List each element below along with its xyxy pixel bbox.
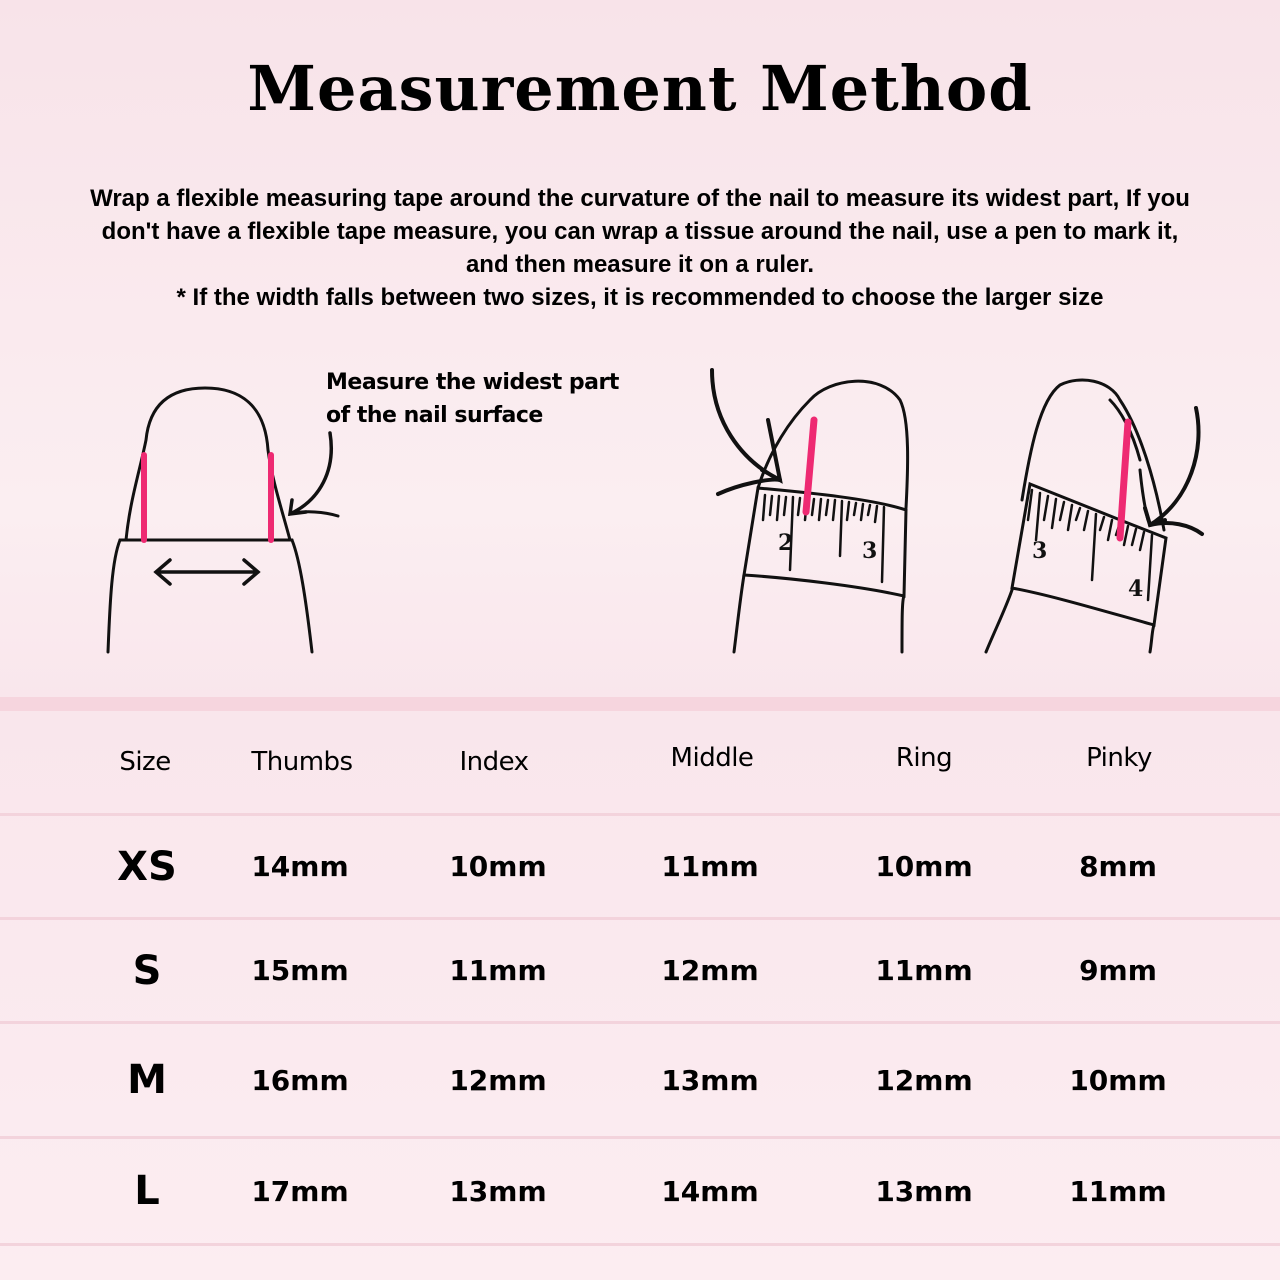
measurement-cell: 10mm [449,850,547,883]
header-size: Size [119,747,171,777]
ruler-number: 3 [1032,538,1047,564]
header-ring: Ring [895,743,953,773]
size-tip: * If the width falls between two sizes, … [176,284,1104,311]
instruction-line: and then measure it on a ruler. [465,251,815,278]
size-chart-table: Size Thumbs Index Middle Ring Pinky XS 14… [0,711,1280,1246]
measurement-cell: 11mm [1069,1174,1167,1208]
measurement-cell: 14mm [251,850,349,883]
measurement-cell: 9mm [1079,954,1157,987]
measurement-cell: 12mm [449,1063,547,1097]
divider-band [0,697,1280,711]
table-header-row: Size Thumbs Index Middle Ring Pinky [0,711,1280,816]
measurement-cell: 11mm [661,850,759,883]
measurement-cell: 14mm [661,1174,759,1208]
instruction-line: Wrap a flexible measuring tape around th… [90,185,1190,212]
measurement-cell: 8mm [1079,850,1157,883]
table-row: XS 14mm 10mm 11mm 10mm 8mm [0,816,1280,920]
measurement-cell: 12mm [875,1063,973,1097]
finger-ruler-illustration-1 [710,368,910,654]
finger-ruler-illustration-2 [984,378,1204,654]
measurement-cell: 17mm [251,1174,349,1208]
measurement-cell: 11mm [449,954,547,987]
size-label: S [132,947,162,994]
label-line: Measure the widest part [326,370,619,395]
measurement-cell: 16mm [251,1063,349,1097]
ruler-number: 2 [778,530,793,556]
measurement-cell: 13mm [661,1063,759,1097]
header-index: Index [459,747,529,777]
measurement-cell: 15mm [251,954,349,987]
nail-measure-illustration: 2 3 3 4 [106,368,1204,654]
size-label: M [127,1057,167,1103]
measurement-cell: 10mm [875,850,973,883]
table-row: L 17mm 13mm 14mm 13mm 11mm [0,1139,1280,1246]
measurement-cell: 10mm [1069,1063,1167,1097]
measurement-cell: 13mm [449,1174,547,1208]
measure-label: Measure the widest part of the nail surf… [326,366,619,432]
measurement-cell: 12mm [661,954,759,987]
header-thumbs: Thumbs [251,747,353,777]
size-label: XS [117,843,177,890]
label-line: of the nail surface [326,403,543,428]
table-row: S 15mm 11mm 12mm 11mm 9mm [0,920,1280,1024]
measurement-cell: 11mm [875,954,973,987]
header-middle: Middle [670,743,754,773]
measurement-cell: 13mm [875,1174,973,1208]
page-title: Measurement Method [247,52,1033,125]
header-pinky: Pinky [1086,743,1152,773]
table-row: M 16mm 12mm 13mm 12mm 10mm [0,1024,1280,1139]
ruler-number: 4 [1128,576,1143,602]
ruler-number: 3 [862,538,877,564]
size-label: L [134,1168,160,1214]
instructions: Wrap a flexible measuring tape around th… [20,182,1260,314]
finger-front-illustration [106,386,340,654]
instruction-line: don't have a flexible tape measure, you … [101,218,1179,245]
